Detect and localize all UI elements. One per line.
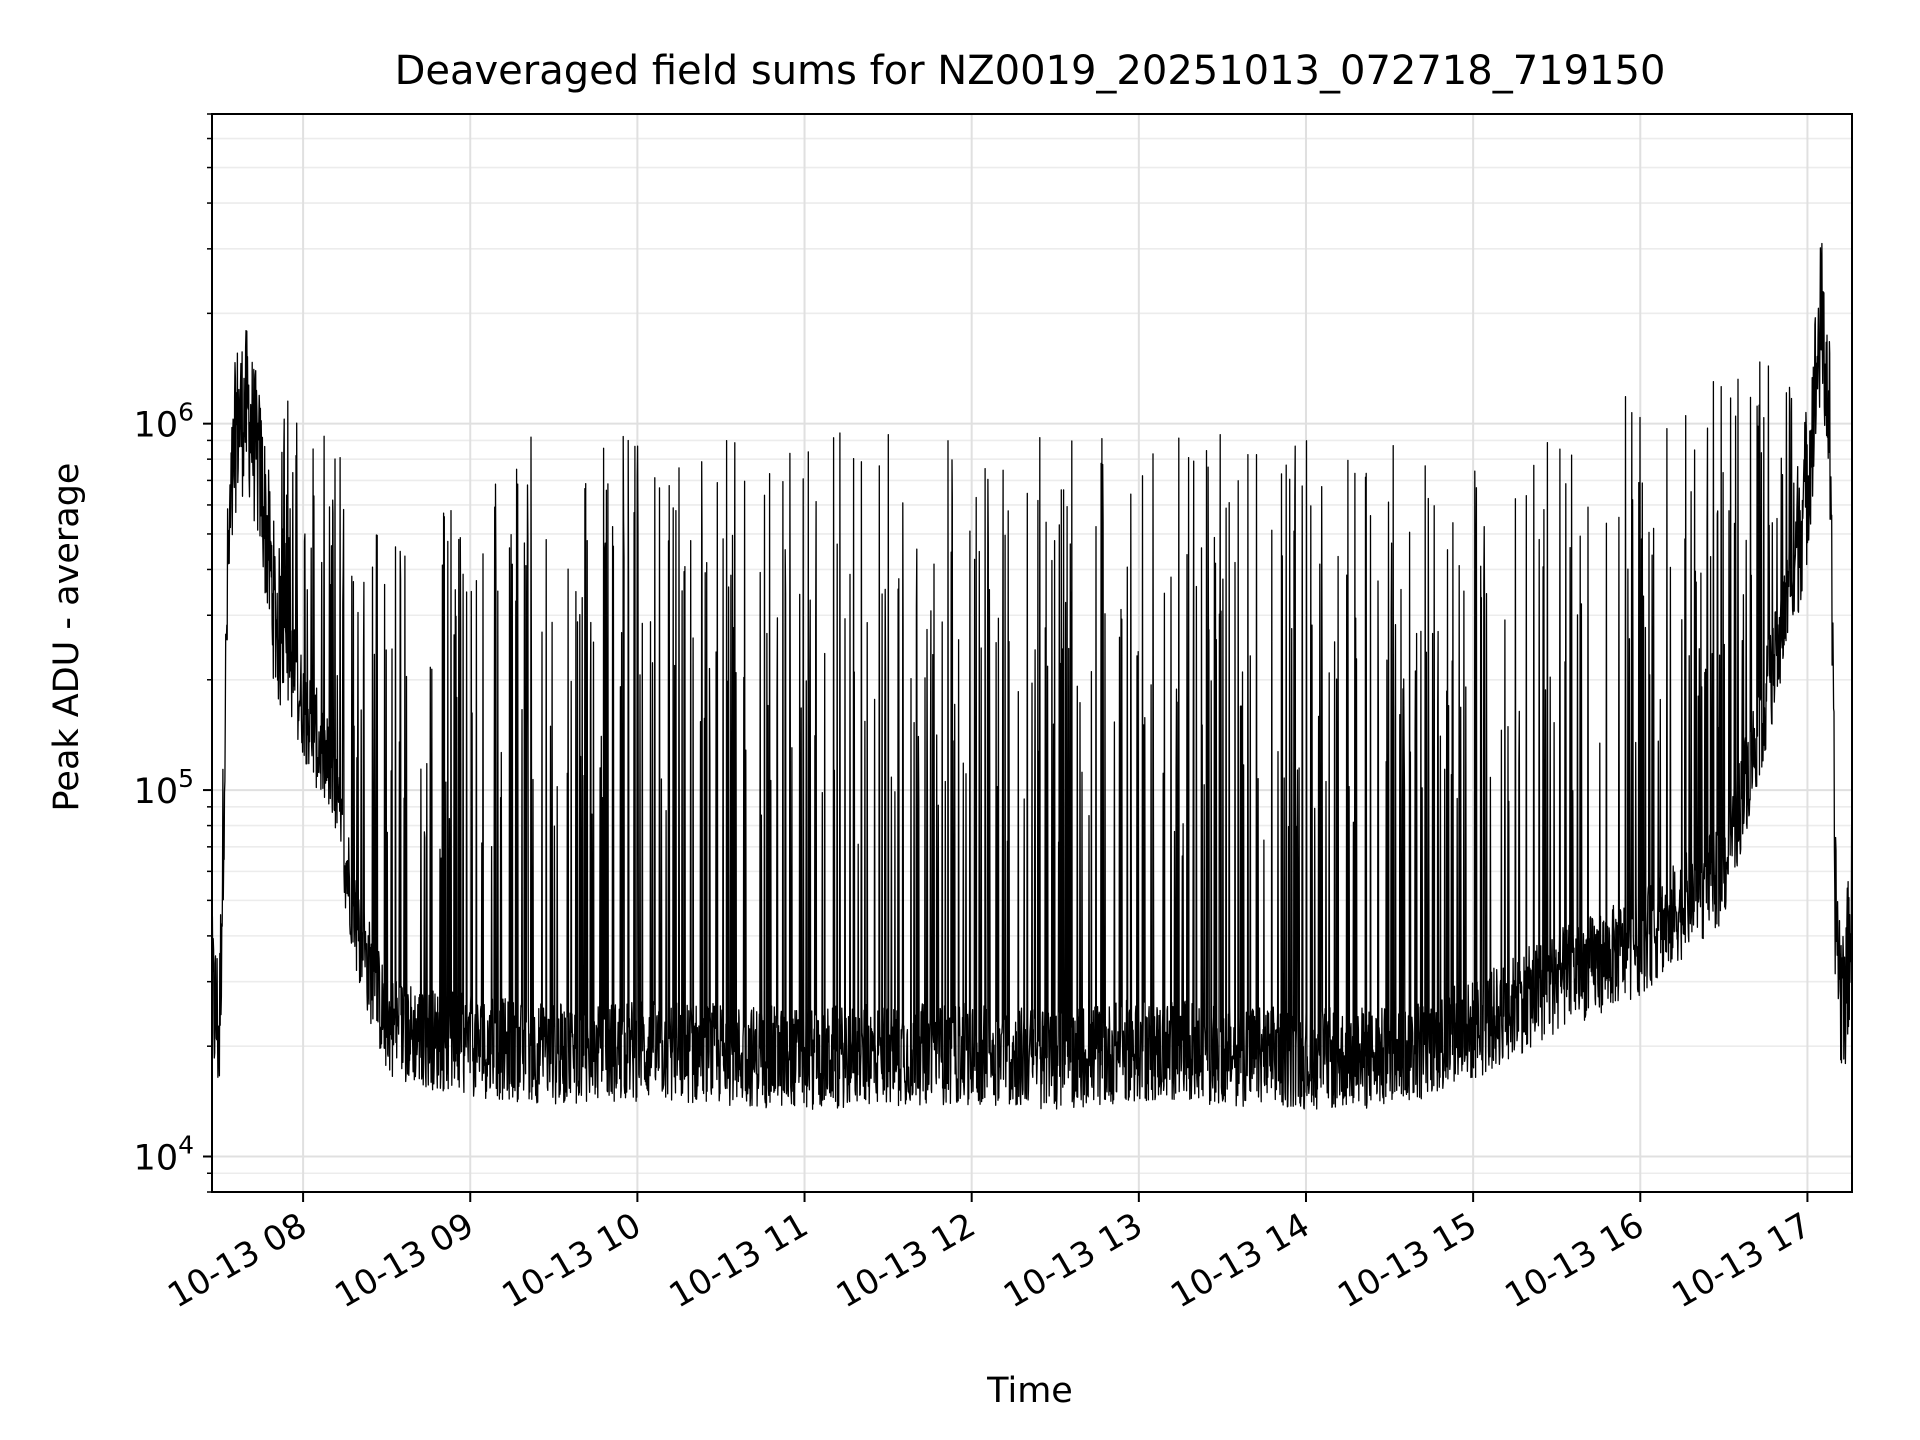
y-tick-label: 106 [134, 398, 194, 446]
series-layer [211, 242, 1853, 1110]
plot-frame [211, 113, 1853, 1193]
series-line [211, 242, 1853, 1110]
y-tick-label: 105 [134, 764, 194, 812]
x-axis-label: Time [986, 1371, 1073, 1411]
y-tick-label: 104 [134, 1130, 194, 1178]
y-axis-label: Peak ADU - average [47, 463, 87, 812]
y-axis-ticks: 104 105 106 [134, 113, 212, 1193]
chart-title: Deaveraged field sums for NZ0019_2025101… [395, 48, 1666, 94]
